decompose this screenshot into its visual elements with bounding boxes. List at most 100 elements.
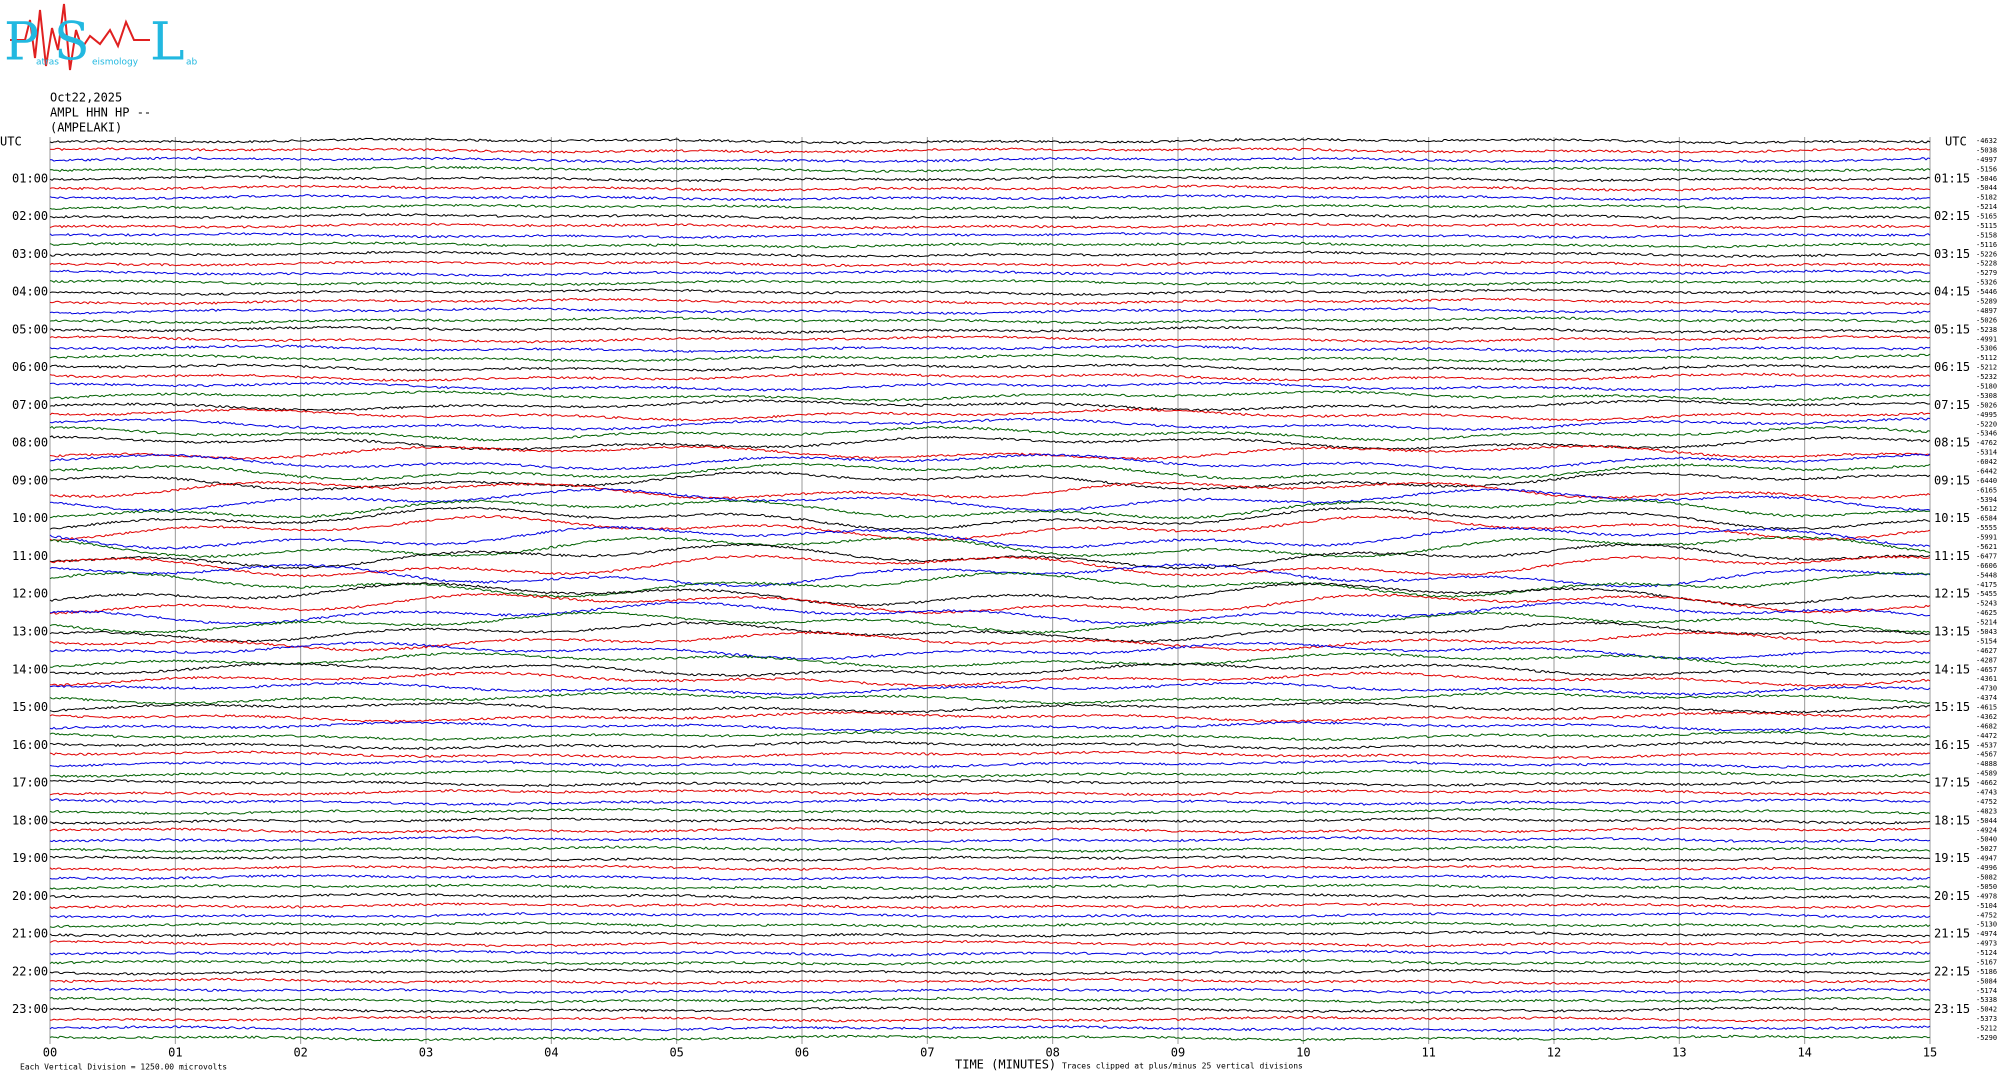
trace bbox=[49, 381, 1931, 392]
trace bbox=[49, 968, 1931, 976]
row-offset: -5214 bbox=[1976, 203, 1997, 211]
hour-label-right: 20:15 bbox=[1934, 889, 1970, 903]
row-offset: -5040 bbox=[1976, 836, 1997, 844]
hour-label: 13:00 bbox=[12, 624, 48, 638]
hour-label-right: 05:15 bbox=[1934, 322, 1970, 336]
row-offset: -5212 bbox=[1976, 364, 1997, 372]
hour-label-right: 06:15 bbox=[1934, 360, 1970, 374]
row-offset: -4996 bbox=[1976, 864, 1997, 872]
hour-label: 12:00 bbox=[12, 587, 48, 601]
hour-label: 16:00 bbox=[12, 738, 48, 752]
x-tick-label: 13 bbox=[1672, 1046, 1686, 1060]
x-tick-label: 05 bbox=[669, 1046, 683, 1060]
x-tick-label: 09 bbox=[1171, 1046, 1185, 1060]
row-offset: -5038 bbox=[1976, 146, 1997, 154]
row-offset: -5044 bbox=[1976, 817, 1997, 825]
trace bbox=[49, 260, 1931, 268]
x-tick-label: 10 bbox=[1296, 1046, 1310, 1060]
trace bbox=[49, 845, 1931, 853]
hour-label: 04:00 bbox=[12, 285, 48, 299]
trace bbox=[49, 399, 1931, 412]
row-offset: -5455 bbox=[1976, 590, 1997, 598]
row-offset: -5279 bbox=[1976, 269, 1997, 277]
trace bbox=[49, 930, 1931, 938]
row-offset: -4632 bbox=[1976, 137, 1997, 145]
row-offset: -5228 bbox=[1976, 260, 1997, 268]
row-offset: -6042 bbox=[1976, 458, 1997, 466]
row-offset: -5290 bbox=[1976, 1034, 1997, 1042]
hour-label-right: 02:15 bbox=[1934, 209, 1970, 223]
row-offset: -5306 bbox=[1976, 345, 1997, 353]
left-header: UTC bbox=[0, 135, 22, 149]
trace bbox=[50, 855, 1931, 862]
row-offset: -5448 bbox=[1976, 571, 1997, 579]
trace bbox=[49, 996, 1931, 1004]
hour-label: 08:00 bbox=[12, 436, 48, 450]
row-offset: -4973 bbox=[1976, 940, 1997, 948]
trace bbox=[49, 959, 1931, 966]
row-offset: -5156 bbox=[1976, 165, 1997, 173]
trace bbox=[49, 836, 1931, 844]
hour-label: 10:00 bbox=[12, 511, 48, 525]
row-offset: -5158 bbox=[1976, 231, 1997, 239]
trace bbox=[49, 213, 1931, 221]
trace bbox=[49, 165, 1931, 173]
row-offset: -5042 bbox=[1976, 1006, 1997, 1014]
row-offset: -4897 bbox=[1976, 307, 1997, 315]
trace bbox=[49, 525, 1931, 550]
trace bbox=[49, 571, 1931, 598]
location: (AMPELAKI) bbox=[50, 121, 122, 135]
trace bbox=[49, 779, 1931, 788]
row-offset: -4752 bbox=[1976, 798, 1997, 806]
row-offset: -5167 bbox=[1976, 958, 1997, 966]
hour-label-right: 22:15 bbox=[1934, 964, 1970, 978]
trace bbox=[49, 353, 1931, 363]
row-offset: -5130 bbox=[1976, 921, 1997, 929]
trace bbox=[49, 582, 1931, 607]
trace bbox=[49, 543, 1931, 570]
trace bbox=[49, 977, 1931, 985]
row-offset: -4823 bbox=[1976, 807, 1997, 815]
note: Traces clipped at plus/minus 25 vertical… bbox=[1062, 1062, 1303, 1071]
hour-label: 14:00 bbox=[12, 662, 48, 676]
trace bbox=[49, 788, 1931, 797]
logo-text: eismology bbox=[92, 58, 139, 68]
trace bbox=[49, 807, 1931, 816]
trace bbox=[49, 147, 1931, 154]
hour-label-right: 10:15 bbox=[1934, 511, 1970, 525]
hour-label-right: 03:15 bbox=[1934, 247, 1970, 261]
row-offset: -5621 bbox=[1976, 543, 1997, 551]
row-offset: -4978 bbox=[1976, 892, 1997, 900]
hour-label: 19:00 bbox=[12, 851, 48, 865]
trace bbox=[49, 641, 1931, 661]
x-tick-label: 11 bbox=[1421, 1046, 1435, 1060]
row-offset: -4361 bbox=[1976, 675, 1997, 683]
trace bbox=[49, 1015, 1931, 1023]
trace bbox=[49, 1034, 1931, 1042]
trace bbox=[50, 740, 1931, 751]
trace bbox=[49, 506, 1931, 531]
trace bbox=[49, 554, 1931, 578]
row-offset: -5050 bbox=[1976, 883, 1997, 891]
trace bbox=[49, 1006, 1931, 1014]
trace bbox=[49, 232, 1931, 239]
trace bbox=[49, 435, 1931, 451]
row-offset: -5212 bbox=[1976, 1025, 1997, 1033]
hour-label-right: 12:15 bbox=[1934, 587, 1970, 601]
trace bbox=[49, 471, 1931, 491]
row-offset: -5046 bbox=[1976, 175, 1997, 183]
row-offset: -4752 bbox=[1976, 911, 1997, 919]
hour-label-right: 16:15 bbox=[1934, 738, 1970, 752]
row-offset: -6440 bbox=[1976, 477, 1997, 485]
trace bbox=[49, 631, 1931, 652]
hour-label: 03:00 bbox=[12, 247, 48, 261]
trace bbox=[49, 425, 1931, 442]
trace bbox=[49, 325, 1931, 334]
trace bbox=[49, 241, 1930, 249]
trace bbox=[49, 798, 1931, 806]
row-offset: -5044 bbox=[1976, 184, 1997, 192]
trace bbox=[49, 662, 1931, 677]
row-offset: -6165 bbox=[1976, 486, 1997, 494]
row-offset: -4472 bbox=[1976, 732, 1997, 740]
hour-label: 18:00 bbox=[12, 813, 48, 827]
